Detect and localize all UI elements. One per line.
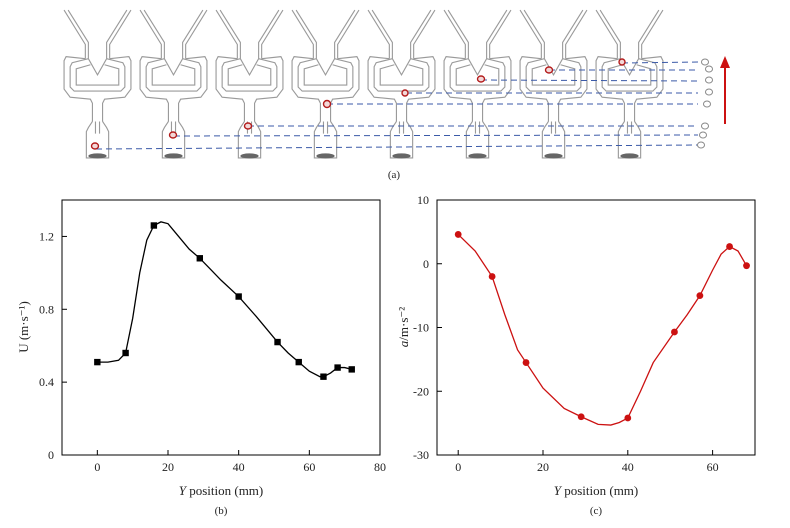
chart-c-xlabel: Y position (mm)	[554, 483, 639, 498]
chart-c-curve	[457, 233, 748, 426]
chart-b: 0 20 40 60 80 0 0.4 0.8 1.2 Y position (mm) U (m…	[16, 199, 386, 517]
data-point	[696, 292, 704, 300]
chart-c-ylabel: a/m·s⁻²	[396, 307, 411, 347]
direction-arrow-icon	[720, 56, 730, 124]
x-tick-label: 0	[94, 460, 100, 474]
data-point	[150, 222, 158, 229]
panel-a-label: (a)	[388, 169, 401, 181]
data-point	[671, 328, 678, 336]
data-point	[454, 231, 462, 238]
panel-c-label: (c)	[590, 505, 603, 517]
x-tick-label: 40	[622, 460, 634, 474]
panel-b-label: (b)	[215, 505, 228, 517]
data-point	[274, 338, 281, 346]
chart-b-curve	[97, 221, 352, 378]
data-point	[334, 364, 341, 371]
x-tick-label: 60	[303, 460, 315, 474]
data-point	[488, 273, 496, 280]
data-point	[577, 413, 585, 421]
chart-b-ylabel: U (m·s⁻¹)	[16, 301, 31, 353]
data-point	[522, 359, 530, 366]
x-tick-label: 20	[537, 460, 549, 474]
chip-frame-6	[443, 9, 512, 160]
data-point	[196, 255, 203, 262]
data-point	[122, 349, 129, 357]
chart-c-frame	[436, 199, 756, 456]
data-point	[726, 243, 733, 250]
x-tick-label: 20	[162, 460, 174, 474]
chip-frame-7	[519, 9, 588, 160]
x-tick-label: 60	[707, 460, 719, 474]
droplet	[243, 122, 253, 130]
chip-frame-8	[595, 9, 664, 160]
y-tick-label: -20	[413, 384, 429, 398]
chip-frame-5	[367, 9, 436, 160]
data-point	[94, 358, 101, 366]
data-point	[320, 373, 327, 380]
y-tick-label: 1.2	[39, 229, 54, 243]
droplets	[90, 58, 626, 150]
x-tick-label: 40	[233, 460, 245, 474]
x-tick-label: 0	[455, 460, 461, 474]
droplet	[401, 89, 409, 97]
droplet	[168, 131, 178, 139]
chart-c: 0 20 40 60 -30 -20 -10 0 10 Y position (mm) a/m·…	[396, 193, 756, 517]
droplet	[544, 66, 554, 74]
data-point	[743, 262, 750, 270]
y-tick-label: 0	[48, 448, 54, 462]
data-point	[624, 414, 632, 422]
trajectory-lines	[95, 61, 699, 150]
droplet	[90, 142, 100, 150]
y-tick-label: -10	[413, 321, 429, 335]
chip-frame-1	[63, 9, 132, 160]
data-point	[295, 358, 302, 366]
droplet	[322, 99, 332, 109]
chart-b-frame	[61, 199, 381, 456]
panel-a-image-sequence: (a)	[63, 9, 730, 181]
x-tick-label: 80	[374, 460, 386, 474]
data-point	[348, 366, 355, 373]
y-tick-label: 0.8	[39, 302, 54, 316]
chart-b-xlabel: Y position (mm)	[179, 483, 264, 498]
chip-frame-4	[291, 9, 360, 160]
y-tick-label: 0.4	[39, 375, 54, 389]
y-tick-label: -30	[413, 448, 429, 462]
y-tick-label: 0	[423, 257, 429, 271]
droplet	[618, 58, 626, 66]
droplet-stack	[697, 58, 713, 149]
data-point	[235, 293, 242, 300]
droplet	[476, 75, 486, 83]
y-tick-label: 10	[417, 193, 429, 207]
